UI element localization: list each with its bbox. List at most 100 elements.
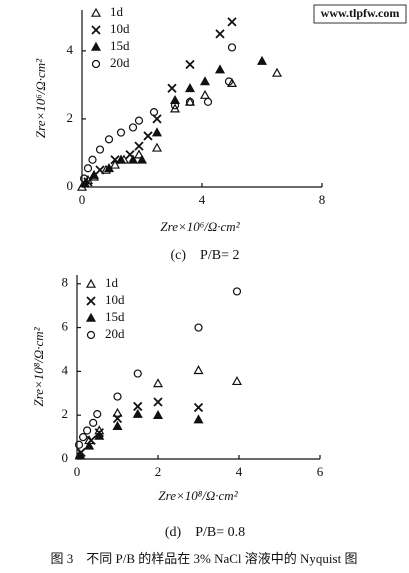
watermark-box <box>313 4 407 24</box>
legend-label: 15d <box>110 38 130 53</box>
x-tick-label: 8 <box>319 192 326 207</box>
y-tick-label: 4 <box>62 362 69 377</box>
point <box>74 450 85 460</box>
point <box>88 155 97 164</box>
point <box>214 64 226 74</box>
point <box>231 376 242 386</box>
point <box>104 135 114 144</box>
y-tick-label: 2 <box>62 406 69 421</box>
point <box>151 142 163 152</box>
y-tick-label: 0 <box>62 450 69 465</box>
point <box>103 163 115 173</box>
point <box>112 413 123 424</box>
point <box>84 440 95 450</box>
point <box>133 149 145 159</box>
point <box>170 101 180 110</box>
point <box>128 123 138 132</box>
point <box>193 414 204 424</box>
point <box>194 323 203 332</box>
x-tick-label: 0 <box>74 464 81 479</box>
legend-label: 15d <box>105 309 125 324</box>
legend-marker <box>85 312 97 322</box>
point <box>169 94 181 105</box>
point <box>113 392 122 401</box>
point <box>93 409 102 419</box>
point <box>226 77 238 87</box>
point <box>89 418 98 427</box>
chart-caption: (c) P/B= 2 <box>171 248 240 263</box>
legend-marker <box>91 25 101 35</box>
point <box>152 378 164 388</box>
x-tick-label: 2 <box>155 464 162 479</box>
point <box>83 426 92 435</box>
point <box>109 159 121 169</box>
point <box>167 83 177 93</box>
point <box>127 154 139 164</box>
point <box>134 116 144 125</box>
point <box>153 397 163 407</box>
point <box>79 174 89 183</box>
y-tick-label: 4 <box>67 42 74 57</box>
point <box>116 128 126 137</box>
figure-caption: 图 3 不同 P/B 的样品在 3% NaCl 溶液中的 Nyquist 图 <box>51 551 358 566</box>
watermark: www.tlpfw.com <box>321 6 400 20</box>
x-tick-label: 4 <box>199 192 206 207</box>
point <box>199 76 211 86</box>
point <box>193 365 204 375</box>
point <box>232 287 242 296</box>
point <box>185 59 195 70</box>
point <box>203 97 213 107</box>
x-tick-label: 0 <box>79 192 86 207</box>
legend-label: 10d <box>105 292 125 307</box>
point <box>94 430 105 440</box>
point <box>199 89 211 99</box>
point <box>184 83 196 93</box>
legend-marker <box>91 59 101 69</box>
point <box>149 108 159 117</box>
point <box>136 154 148 164</box>
legend-label: 1d <box>105 275 119 290</box>
point <box>193 402 204 413</box>
legend-marker <box>86 296 96 306</box>
legend-label: 1d <box>110 4 124 19</box>
y-tick-label: 8 <box>62 275 69 290</box>
point <box>256 55 268 65</box>
y-tick-label: 6 <box>62 319 69 334</box>
x-axis-label: Zre×10⁶/Ω·cm² <box>160 219 240 234</box>
legend-marker <box>90 7 102 17</box>
x-tick-label: 4 <box>236 464 243 479</box>
point <box>227 17 237 27</box>
point <box>95 145 105 154</box>
point <box>143 131 153 141</box>
legend-marker <box>90 41 102 51</box>
point <box>79 178 91 188</box>
point <box>227 43 237 52</box>
legend-marker <box>86 330 96 340</box>
point <box>151 127 163 137</box>
point <box>95 165 105 175</box>
point <box>133 401 143 412</box>
point <box>83 164 93 173</box>
point <box>74 440 84 449</box>
point <box>152 114 162 124</box>
y-tick-label: 0 <box>67 178 74 193</box>
chart-caption: (d) P/B= 0.8 <box>165 525 245 540</box>
y-axis-label: Zre×10⁸/Ω·cm² <box>31 326 46 406</box>
point <box>152 409 164 419</box>
point <box>78 432 88 442</box>
x-tick-label: 6 <box>317 464 324 479</box>
point <box>112 420 123 430</box>
point <box>271 67 283 77</box>
point <box>112 407 123 417</box>
x-axis-label: Zre×10⁸/Ω·cm² <box>158 488 238 503</box>
point <box>88 169 100 179</box>
point <box>133 369 142 378</box>
y-tick-label: 2 <box>67 110 74 125</box>
legend-label: 10d <box>110 21 130 36</box>
point <box>185 97 195 107</box>
legend-label: 20d <box>110 55 130 70</box>
point <box>115 154 127 164</box>
legend-label: 20d <box>105 326 125 341</box>
point <box>224 77 234 86</box>
